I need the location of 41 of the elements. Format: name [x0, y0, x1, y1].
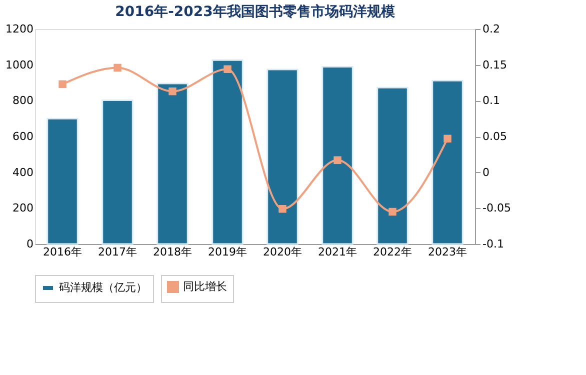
point	[224, 65, 232, 74]
legend-label: 码洋规模（亿元）	[59, 281, 147, 294]
y-tick-label: 0	[26, 238, 34, 250]
y2-tick-label: -0.1	[482, 238, 504, 250]
x-tick-label: 2022年	[373, 246, 412, 258]
bar	[212, 59, 244, 245]
point	[334, 156, 342, 164]
bar	[266, 68, 298, 245]
y-tick-label: 1000	[6, 58, 34, 72]
x-tick-label: 2019年	[208, 246, 247, 258]
y2-tick-label: 0.1	[482, 94, 500, 108]
chart-title: 2016年-2023年我国图书零售市场码洋规模	[115, 3, 396, 20]
y2-tick-label: 0	[482, 166, 490, 179]
x-tick-label: 2023年	[428, 246, 467, 258]
x-tick-label: 2017年	[98, 246, 137, 258]
bar	[102, 100, 134, 245]
y2-tick-label: 0.2	[482, 22, 500, 36]
bar	[156, 82, 188, 245]
x-tick-label: 2016年	[43, 246, 82, 258]
point	[388, 208, 396, 216]
y-tick-label: 1200	[6, 22, 34, 36]
y-tick-label: 600	[12, 130, 34, 143]
point	[168, 87, 176, 96]
x-tick-label: 2021年	[318, 246, 357, 258]
bar	[376, 86, 408, 245]
legend-label: 同比增长	[183, 280, 227, 293]
bar	[322, 66, 354, 245]
point	[114, 64, 122, 72]
point	[58, 80, 66, 88]
y2-tick-label: 0.05	[482, 130, 507, 143]
y-tick-label: 200	[12, 202, 34, 215]
x-tick-label: 2020年	[263, 246, 302, 258]
y-tick-label: 400	[12, 166, 34, 179]
y-tick-label: 800	[12, 94, 34, 108]
point	[278, 205, 286, 213]
point	[444, 134, 452, 143]
bar	[46, 118, 78, 245]
x-tick-label: 2018年	[153, 246, 192, 258]
y2-tick-label: -0.05	[482, 202, 511, 215]
y2-tick-label: 0.15	[482, 58, 507, 72]
bar	[432, 80, 464, 245]
